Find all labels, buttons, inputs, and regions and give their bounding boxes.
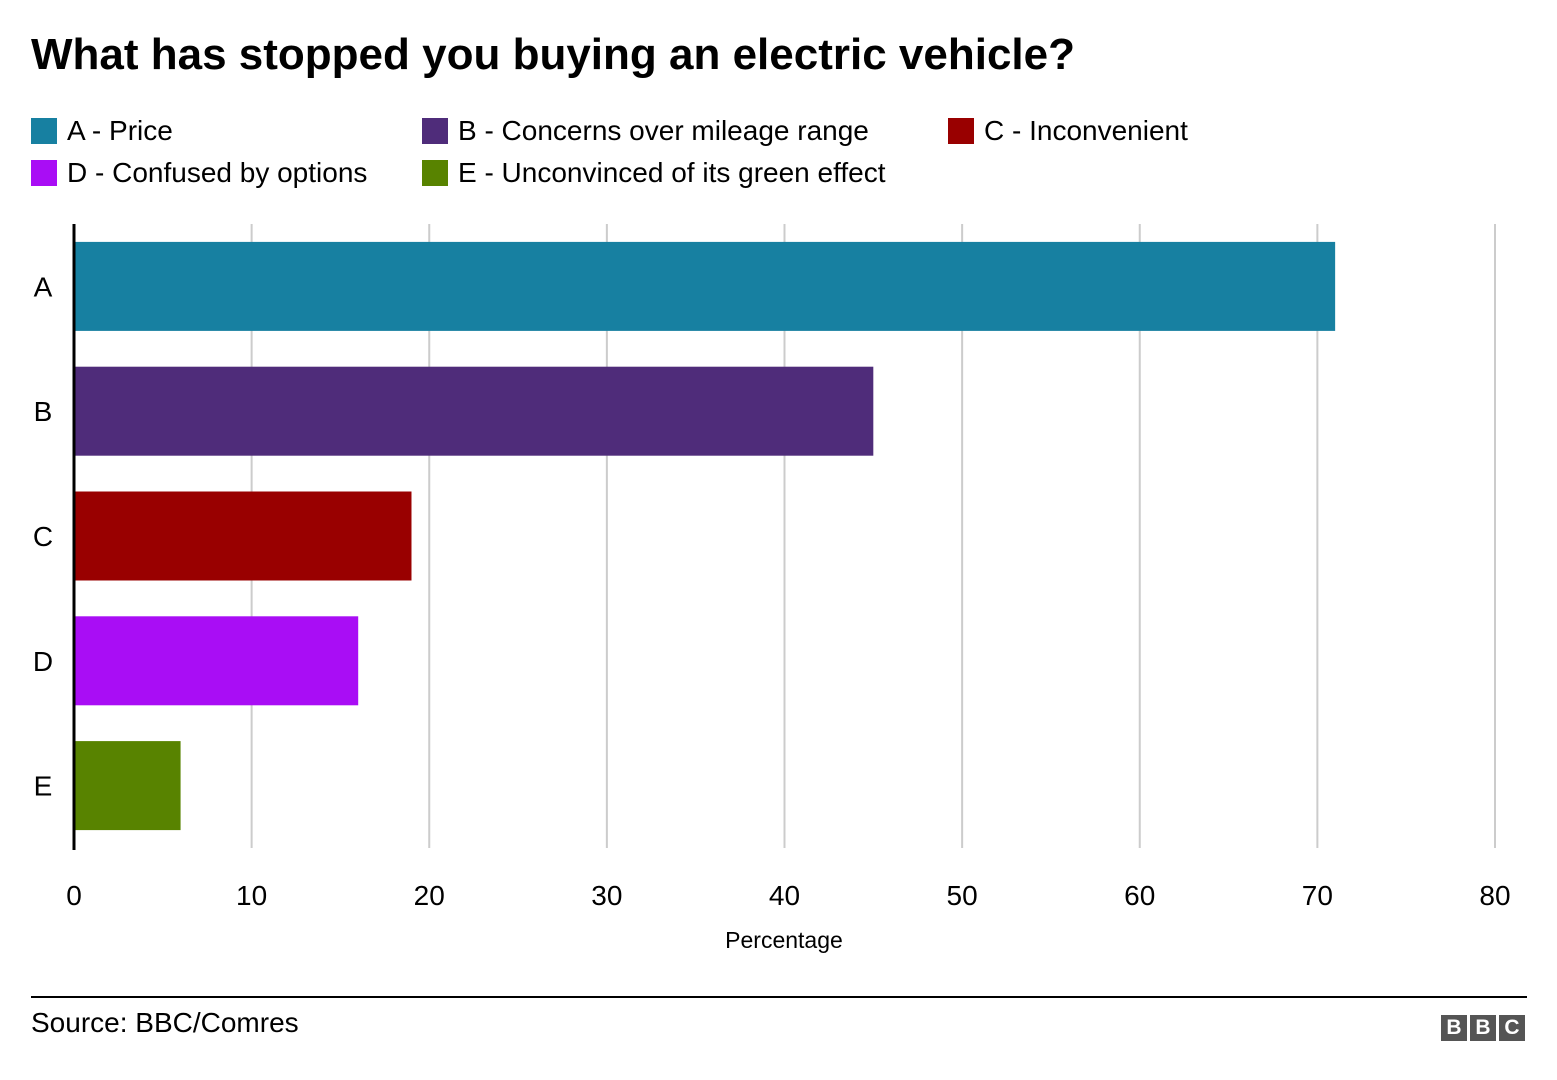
y-tick-label: E bbox=[34, 771, 53, 802]
legend-label: A - Price bbox=[67, 115, 173, 146]
x-tick-label: 20 bbox=[414, 880, 445, 911]
bar-a bbox=[74, 241, 1336, 331]
legend-swatch bbox=[31, 118, 57, 144]
y-tick-label: C bbox=[33, 521, 53, 552]
legend-swatch bbox=[422, 160, 448, 186]
x-tick-label: 70 bbox=[1302, 880, 1333, 911]
legend-item-d: D - Confused by options bbox=[31, 157, 367, 189]
x-axis-label: Percentage bbox=[725, 927, 843, 953]
legend-label: E - Unconvinced of its green effect bbox=[458, 157, 886, 188]
logo-letter: B bbox=[1441, 1015, 1467, 1041]
legend-item-e: E - Unconvinced of its green effect bbox=[422, 157, 886, 189]
source-text: Source: BBC/Comres bbox=[31, 1007, 299, 1038]
bar-e bbox=[74, 741, 181, 831]
x-tick-label: 10 bbox=[236, 880, 267, 911]
legend-item-b: B - Concerns over mileage range bbox=[422, 115, 869, 147]
legend-item-c: C - Inconvenient bbox=[948, 115, 1188, 147]
footer-rule bbox=[31, 996, 1527, 998]
legend-label: B - Concerns over mileage range bbox=[458, 115, 869, 146]
x-tick-label: 80 bbox=[1479, 880, 1510, 911]
x-tick-label: 50 bbox=[947, 880, 978, 911]
logo-letter: B bbox=[1470, 1015, 1496, 1041]
legend-item-a: A - Price bbox=[31, 115, 173, 147]
legend-label: C - Inconvenient bbox=[984, 115, 1188, 146]
y-tick-label: A bbox=[34, 271, 53, 302]
legend-swatch bbox=[31, 160, 57, 186]
legend-label: D - Confused by options bbox=[67, 157, 368, 188]
y-tick-label: D bbox=[33, 646, 53, 677]
bar-d bbox=[74, 616, 359, 706]
x-tick-label: 60 bbox=[1124, 880, 1155, 911]
x-tick-label: 0 bbox=[66, 880, 82, 911]
x-tick-label: 30 bbox=[591, 880, 622, 911]
chart-title: What has stopped you buying an electric … bbox=[31, 30, 1075, 79]
bar-b bbox=[74, 366, 874, 456]
bbc-logo: B B C bbox=[1441, 1015, 1525, 1041]
legend-swatch bbox=[422, 118, 448, 144]
bar-c bbox=[74, 491, 412, 581]
legend-swatch bbox=[948, 118, 974, 144]
y-tick-label: B bbox=[34, 396, 53, 427]
x-tick-label: 40 bbox=[769, 880, 800, 911]
logo-letter: C bbox=[1499, 1015, 1525, 1041]
